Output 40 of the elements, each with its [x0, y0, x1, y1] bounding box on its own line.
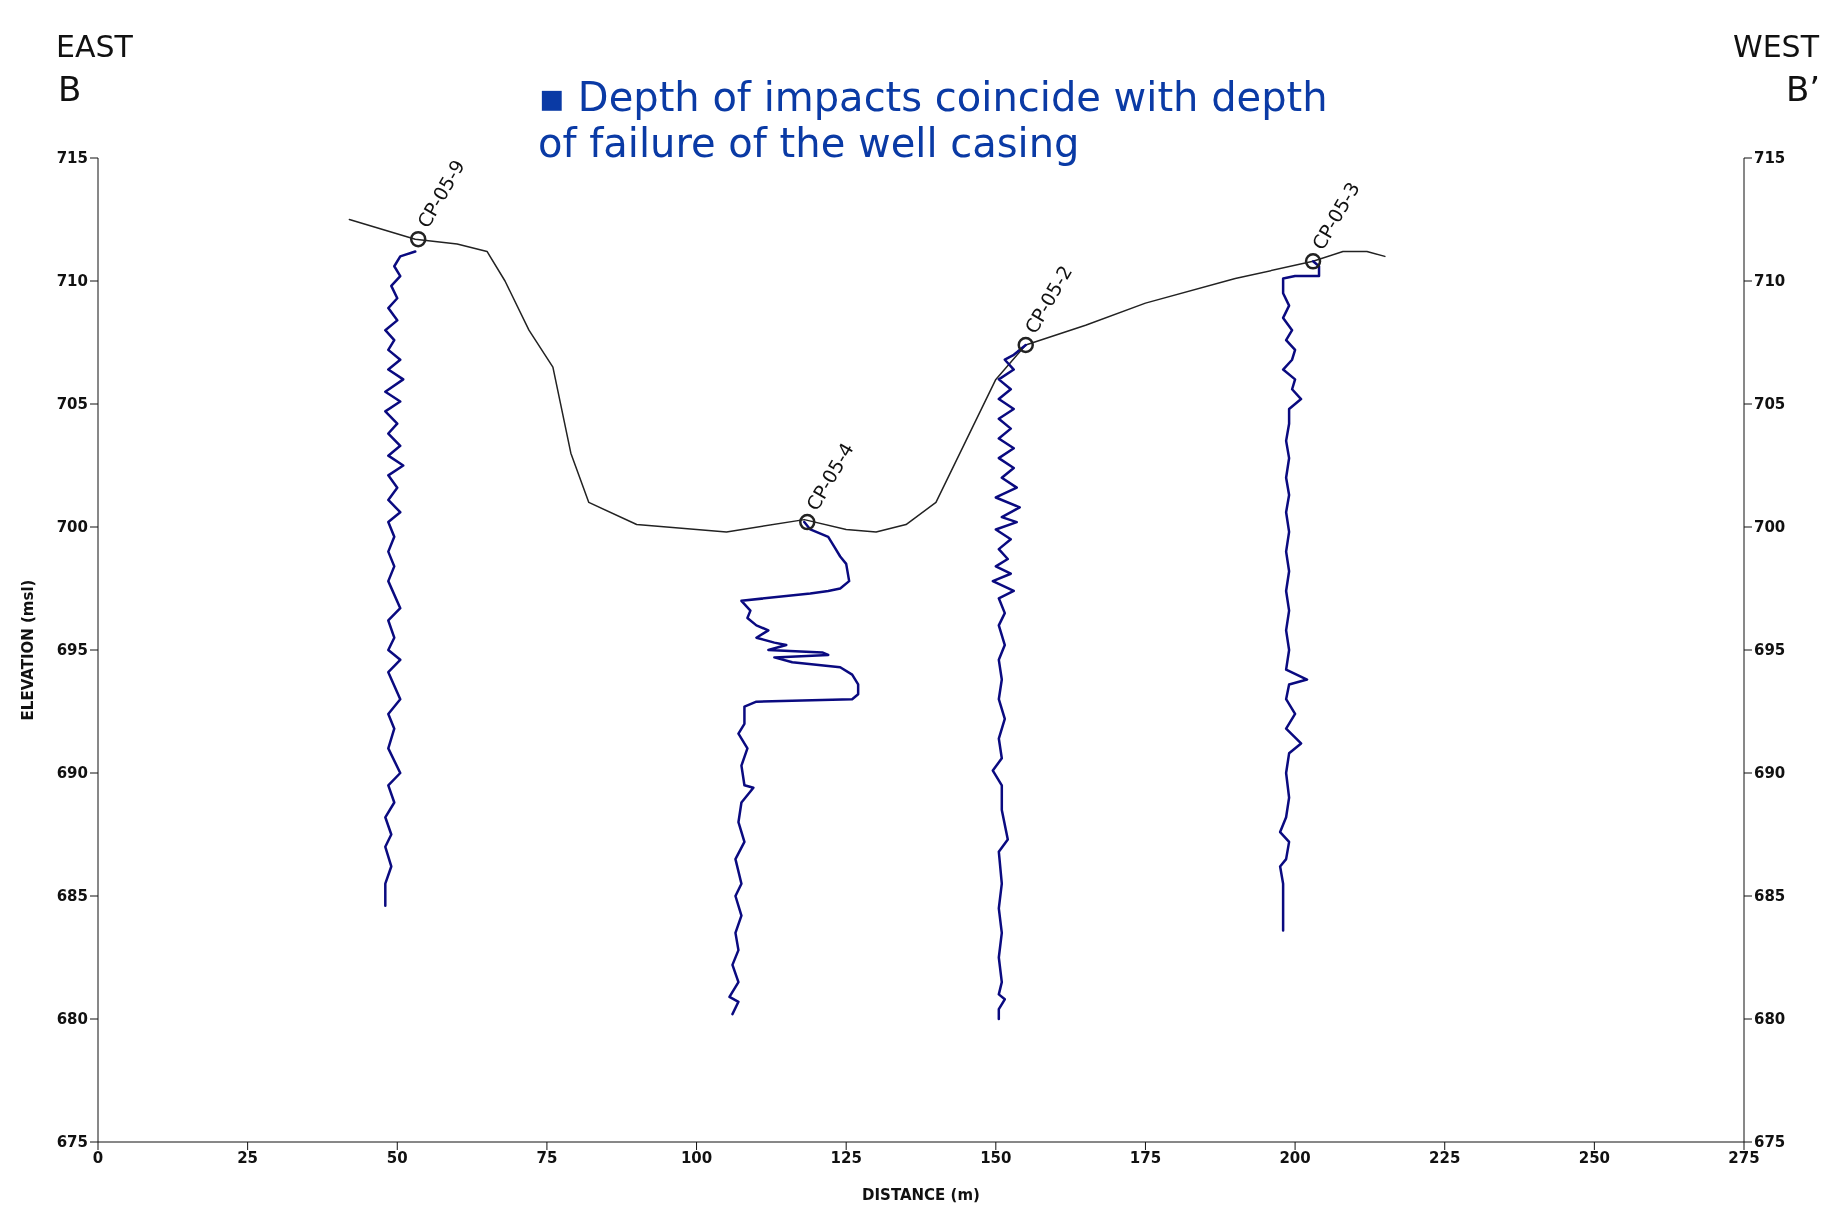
text: B’ — [1786, 69, 1821, 110]
y2-tick-label: 710 — [1754, 272, 1786, 291]
y2-tick-label: 695 — [1754, 641, 1786, 660]
x-tick-label: 150 — [980, 1148, 1012, 1167]
x-tick-label: 25 — [237, 1148, 259, 1167]
y-tick-label: 705 — [56, 395, 88, 414]
x-tick-label: 50 — [386, 1148, 408, 1167]
point — [1304, 253, 1322, 270]
y-tick-label: 680 — [56, 1010, 88, 1029]
text: B — [58, 69, 82, 110]
x-tick-label: 250 — [1578, 1148, 1611, 1167]
y-tick-label: 690 — [56, 764, 88, 783]
annotation: ▪ Depth of impacts coincide with depth of failure of the well casing — [538, 74, 1329, 166]
x-tick-label: 100 — [680, 1148, 713, 1167]
y2-tick-label: 705 — [1754, 395, 1786, 414]
y-axis-title: ELEVATION (msl) — [19, 579, 38, 721]
point — [799, 513, 816, 531]
y2-tick-label: 690 — [1754, 764, 1786, 783]
y2-tick-label: 715 — [1754, 149, 1786, 168]
point — [409, 230, 427, 248]
line-series — [384, 250, 417, 908]
y-tick-label: 700 — [56, 518, 88, 537]
x-tick-label: 225 — [1429, 1148, 1461, 1167]
y2-tick-label: 685 — [1754, 887, 1786, 906]
x-axis-title: DISTANCE (m) — [862, 1186, 980, 1204]
text: WEST — [1733, 29, 1819, 65]
x-tick-label: 200 — [1279, 1148, 1311, 1167]
x-tick-label: 175 — [1129, 1148, 1162, 1167]
x-tick-label: 75 — [536, 1148, 558, 1167]
y2-tick-label: 700 — [1754, 518, 1786, 537]
y2-tick-label: 680 — [1754, 1010, 1786, 1029]
x-tick-label: 125 — [830, 1148, 862, 1167]
y-tick-label: 675 — [56, 1133, 88, 1152]
text: EAST — [56, 29, 133, 65]
y-tick-label: 685 — [56, 887, 88, 906]
y-tick-label: 695 — [56, 641, 88, 660]
y-tick-label: 710 — [56, 272, 88, 291]
y-tick-label: 715 — [56, 149, 88, 168]
point — [1017, 336, 1034, 354]
x-tick-label: 0 — [92, 1148, 104, 1167]
